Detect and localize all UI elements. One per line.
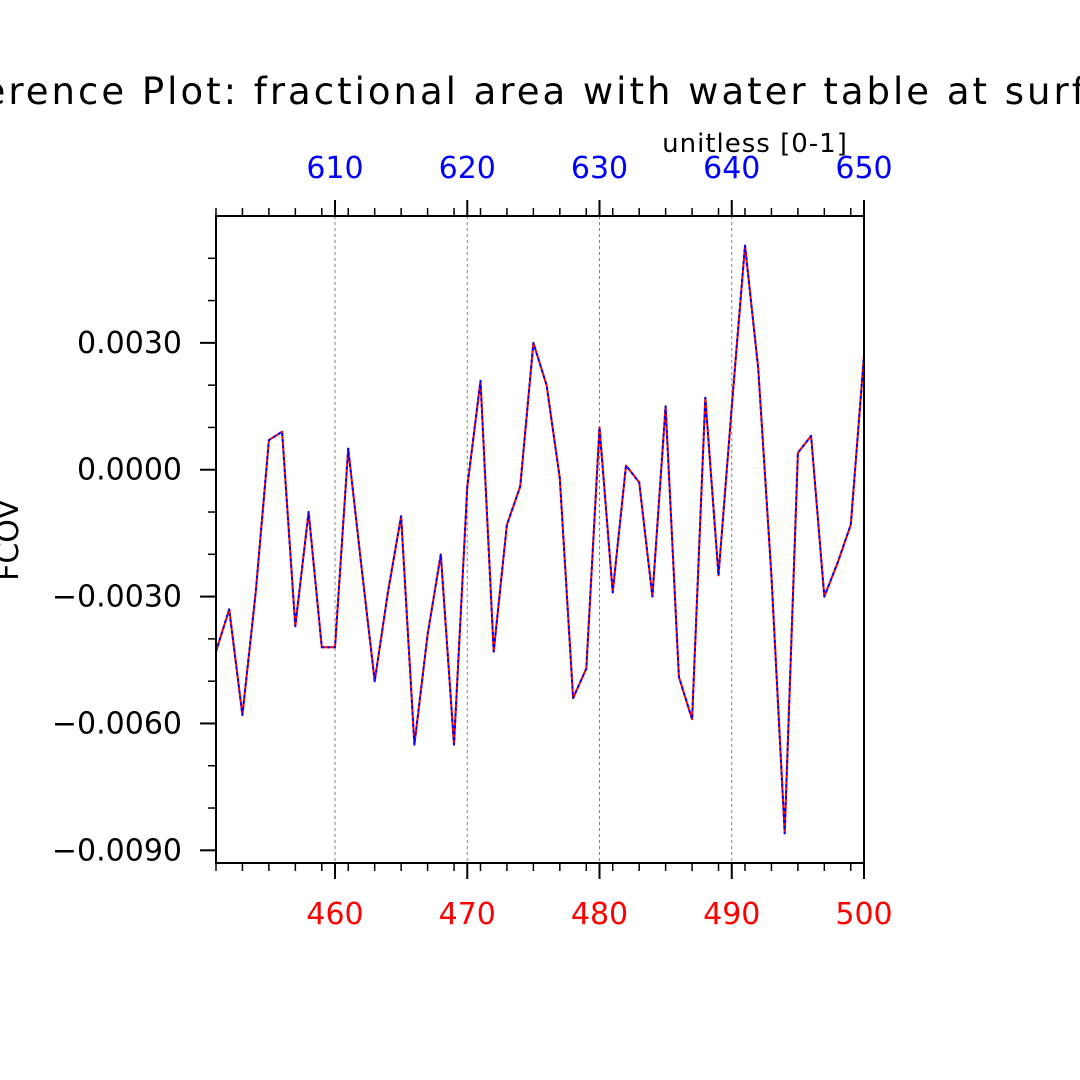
plot-frame — [215, 215, 865, 864]
x-tick-label: 490 — [703, 897, 760, 932]
x-tick-label: 470 — [439, 897, 496, 932]
y-tick-label: 0.0000 — [77, 453, 182, 488]
x2-tick-label: 610 — [306, 151, 363, 186]
x2-tick-label: 650 — [835, 151, 892, 186]
x2-tick-label: 630 — [571, 151, 628, 186]
series-line — [215, 244, 865, 835]
x-tick-label: 480 — [571, 897, 628, 932]
y-axis-label: FCOV — [0, 499, 26, 581]
x2-tick-label: 640 — [703, 151, 760, 186]
y-tick-label: 0.0030 — [77, 326, 182, 361]
x2-tick-label: 620 — [439, 151, 496, 186]
series-lines — [215, 244, 865, 835]
y-tick-label: −0.0090 — [52, 833, 182, 868]
chart-title: ference Plot: fractional area with water… — [0, 70, 1080, 113]
y-tick-label: −0.0030 — [52, 580, 182, 615]
axis-ticks — [200, 200, 865, 879]
y-tick-label: −0.0060 — [52, 706, 182, 741]
x-tick-label: 460 — [306, 897, 363, 932]
series-line — [215, 244, 865, 835]
tick-labels: 460 470 480 490 500 610 620 630 640 650 0.0030 0.00… — [52, 151, 893, 932]
units-label: unitless [0-1] — [662, 129, 848, 159]
x-tick-label: 500 — [835, 897, 892, 932]
